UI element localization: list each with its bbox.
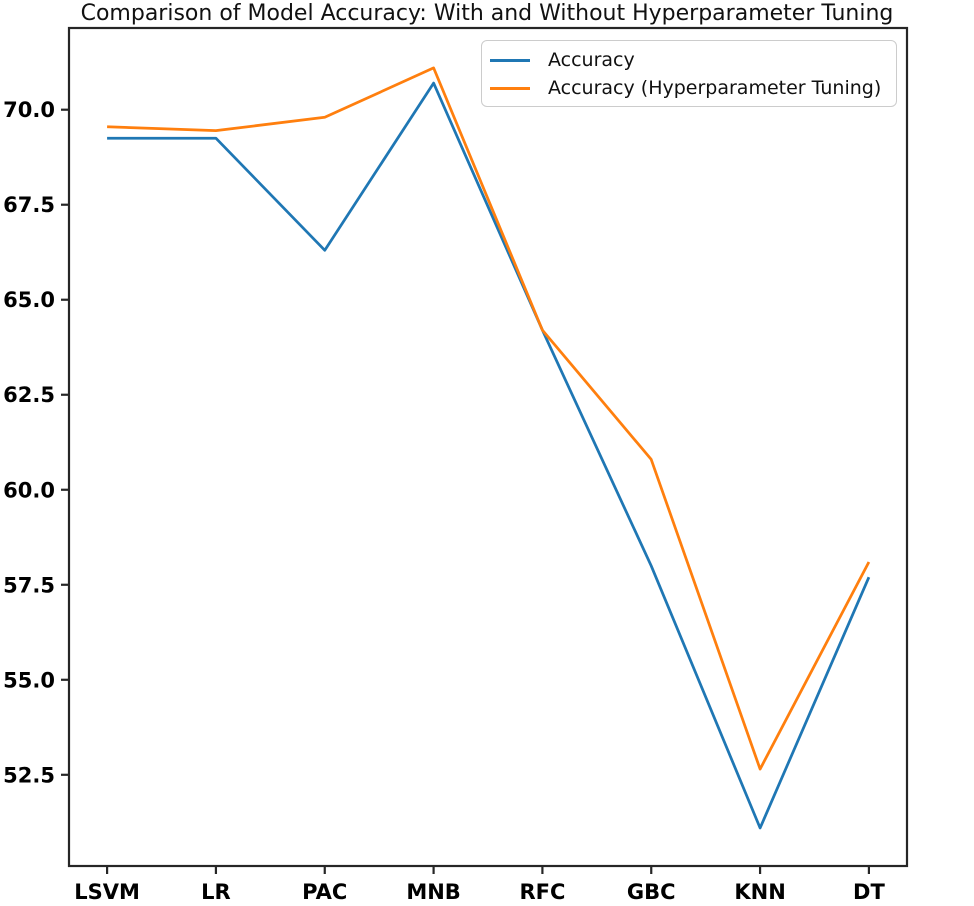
y-axis-tick-label: 70.0: [3, 98, 55, 122]
series-line-accuracy: [107, 81, 871, 830]
legend-item-accuracy: Accuracy: [490, 46, 896, 74]
legend-line-sample-accuracy: [490, 58, 530, 62]
y-axis-tick-label: 65.0: [3, 288, 55, 312]
x-axis-tick-label: DT: [853, 880, 885, 904]
x-axis-tick-label: LSVM: [74, 880, 140, 904]
legend-label-accuracy-tuned: Accuracy (Hyperparameter Tuning): [548, 77, 882, 99]
y-axis-tick-label: 62.5: [3, 383, 55, 407]
legend-item-accuracy-tuned: Accuracy (Hyperparameter Tuning): [490, 74, 896, 102]
series-line-accuracy-tuned: [107, 66, 871, 771]
x-axis-tick-label: LR: [201, 880, 231, 904]
axes-spines: [67, 26, 909, 868]
legend-label-accuracy: Accuracy: [548, 49, 635, 71]
y-axis-tick-label: 55.0: [3, 668, 55, 692]
chart-title: Comparison of Model Accuracy: With and W…: [80, 1, 894, 26]
y-axis-tick-label: 52.5: [3, 763, 55, 787]
x-axis-tick-label: MNB: [406, 880, 460, 904]
y-axis-tick-label: 67.5: [3, 193, 55, 217]
y-axis-tick-label: 60.0: [3, 478, 55, 502]
y-axis-tick-label: 57.5: [3, 573, 55, 597]
x-axis-tick-label: GBC: [627, 880, 676, 904]
x-axis-tick-label: KNN: [734, 880, 785, 904]
x-axis-tick-label: PAC: [302, 880, 347, 904]
legend-line-sample-accuracy-tuned: [490, 86, 530, 90]
x-axis-tick-label: RFC: [519, 880, 565, 904]
legend: Accuracy Accuracy (Hyperparameter Tuning…: [481, 40, 897, 107]
